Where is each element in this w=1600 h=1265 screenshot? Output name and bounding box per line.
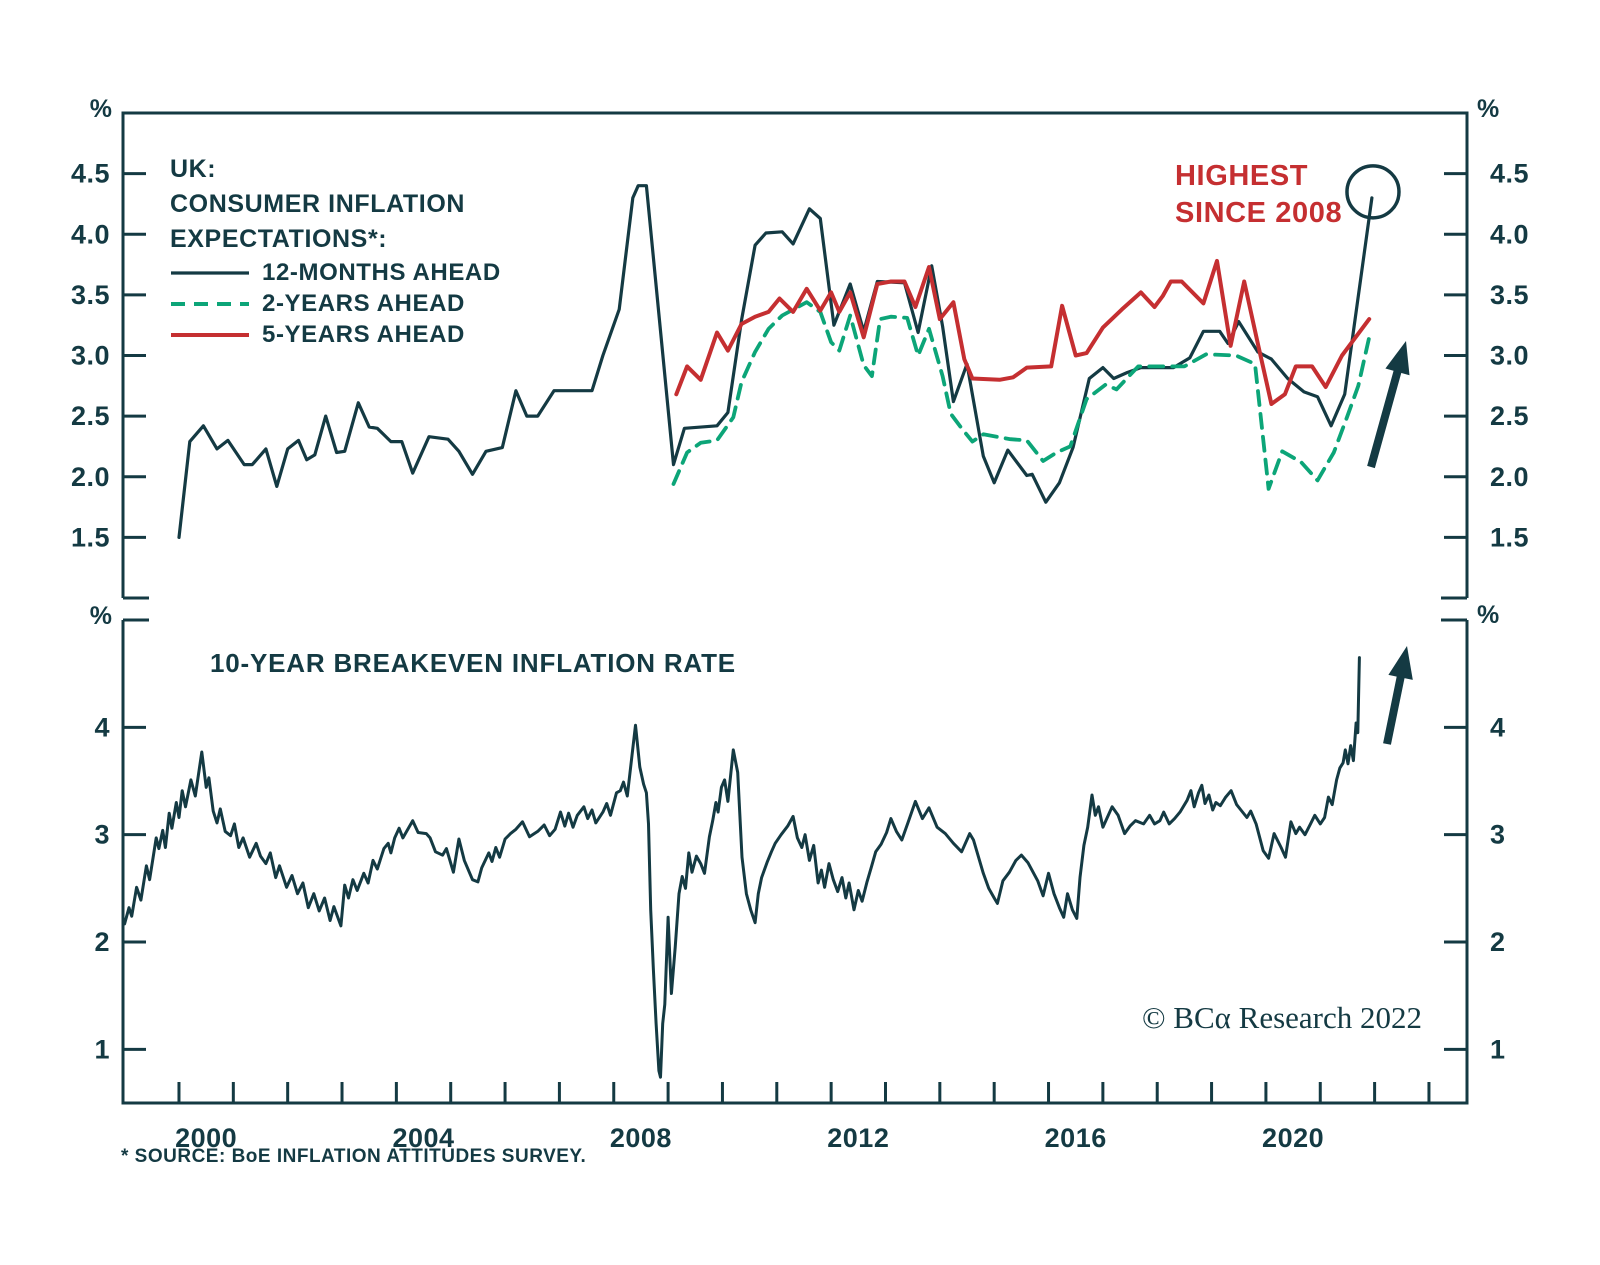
y-tick-label-right: 1.5 (1490, 522, 1529, 552)
x-axis-year-label: 2012 (827, 1123, 889, 1153)
top-right-percent-label: % (1477, 95, 1500, 123)
y-tick-label-right: 4 (1490, 712, 1506, 742)
annotation-line-1: HIGHEST (1175, 160, 1309, 192)
y-tick-label-right: 3.0 (1490, 341, 1529, 371)
y-tick-label-left: 4 (94, 712, 110, 742)
legend-title-line-1: UK: (170, 155, 217, 183)
top-left-percent-label: % (89, 95, 112, 123)
y-tick-label-left: 4.0 (71, 219, 110, 249)
x-axis-year-label: 2020 (1262, 1123, 1324, 1153)
legend: UK: CONSUMER INFLATION EXPECTATIONS*: 12… (170, 152, 501, 350)
legend-title-line-2: CONSUMER INFLATION (170, 190, 466, 218)
y-tick-label-right: 2.5 (1490, 401, 1529, 431)
x-axis-year-label: 2000 (175, 1123, 237, 1153)
y-tick-label-left: 4.5 (71, 159, 110, 189)
y-tick-label-left: 2 (94, 927, 110, 957)
legend-title-line-3: EXPECTATIONS*: (170, 225, 388, 253)
up-arrow-icon-top-head (1385, 341, 1410, 376)
legend-item-label: 2-YEARS AHEAD (262, 289, 465, 317)
solid-navy-line-swatch-icon (171, 270, 249, 275)
y-tick-label-left: 1 (94, 1034, 110, 1064)
y-tick-label-right: 3 (1490, 820, 1506, 850)
source-footnote: * SOURCE: BoE INFLATION ATTITUDES SURVEY… (121, 1146, 587, 1167)
up-arrow-icon-top-shaft (1367, 363, 1404, 469)
y-tick-label-right: 3.5 (1490, 280, 1529, 310)
bottom-right-percent-label: % (1477, 601, 1500, 629)
y-tick-label-left: 3 (94, 820, 110, 850)
axis-tick-labels: 4.5 4.5 4.0 4.0 3.5 3.5 3.0 3.0 2.5 2.5 2.0 2.0 1.5 1… (71, 159, 1529, 1153)
up-arrow-icon-bottom-shaft (1383, 668, 1407, 745)
annotation-line-2: SINCE 2008 (1175, 197, 1343, 229)
y-tick-label-right: 1 (1490, 1034, 1506, 1064)
copyright-text: © BCα Research 2022 (1142, 1000, 1422, 1035)
highest-since-2008-annotation: HIGHEST SINCE 2008 (1175, 158, 1342, 232)
bottom-left-percent-label: % (89, 602, 112, 630)
bottom-panel-title: 10-YEAR BREAKEVEN INFLATION RATE (210, 648, 736, 678)
data-series (123, 184, 1374, 1079)
x-axis-year-label: 2004 (392, 1123, 454, 1153)
x-axis-year-label: 2008 (610, 1123, 672, 1153)
chart-annotations (1345, 164, 1413, 745)
y-tick-label-right: 2 (1490, 927, 1506, 957)
series-line-10-year-breakeven-inflation-rate (123, 656, 1361, 1079)
y-tick-label-left: 3.0 (71, 341, 110, 371)
series-line-2-years-ahead (671, 300, 1372, 491)
x-axis-year-label: 2016 (1045, 1123, 1107, 1153)
highest-point-circle-annotation (1345, 164, 1401, 220)
legend-item-label: 5-YEARS AHEAD (262, 320, 465, 348)
axis-ticks (123, 172, 1467, 1103)
y-tick-label-right: 4.0 (1490, 219, 1529, 249)
y-tick-label-left: 2.5 (71, 401, 110, 431)
legend-item-label: 12-MONTHS AHEAD (262, 258, 501, 286)
bottom-panel-border (121, 620, 1469, 1105)
series-line-5-years-ahead (674, 258, 1372, 406)
dashed-green-line-swatch-icon (171, 301, 249, 306)
legend-item-12-months: 12-MONTHS AHEAD (170, 257, 501, 288)
y-tick-label-left: 1.5 (71, 522, 110, 552)
up-arrow-icon-bottom-head (1388, 646, 1413, 680)
legend-item-2-years: 2-YEARS AHEAD (170, 288, 501, 319)
legend-item-5-years: 5-YEARS AHEAD (170, 319, 501, 350)
y-tick-label-right: 4.5 (1490, 159, 1529, 189)
y-tick-label-left: 3.5 (71, 280, 110, 310)
y-tick-label-right: 2.0 (1490, 462, 1529, 492)
solid-red-line-swatch-icon (171, 332, 249, 337)
y-tick-label-left: 2.0 (71, 462, 110, 492)
